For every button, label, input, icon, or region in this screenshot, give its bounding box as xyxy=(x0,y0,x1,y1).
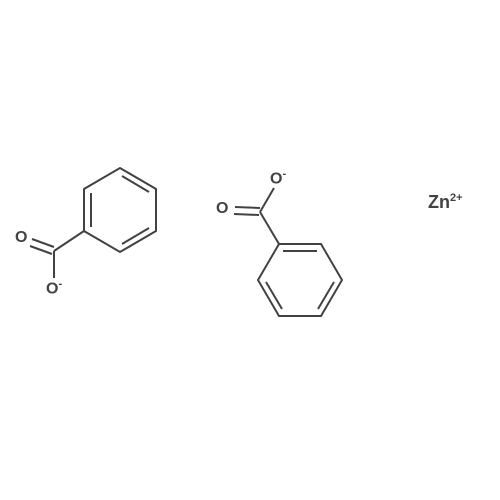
c-carboxyl-bond-2 xyxy=(260,212,279,244)
benzene-ring-1 xyxy=(84,168,156,252)
double-bond-2a xyxy=(318,282,334,309)
double-bond-2b xyxy=(266,282,282,309)
molecule-svg xyxy=(0,0,500,500)
chemical-structure-diagram: O O- O O- Zn2+ xyxy=(0,0,500,500)
benzoate-2 xyxy=(234,188,342,316)
benzoate-1 xyxy=(30,168,156,278)
double-bond-1a xyxy=(122,228,149,244)
oxygen-double-1: O xyxy=(15,229,27,247)
c-carboxyl-bond-1 xyxy=(54,231,84,251)
oxygen-minus-2: O- xyxy=(270,168,286,188)
benzene-ring-2 xyxy=(258,244,342,316)
oxygen-double-2: O xyxy=(216,200,228,218)
c-o-double-2b xyxy=(234,214,259,215)
c-o-double-2a xyxy=(235,207,260,208)
oxygen-minus-1: O- xyxy=(46,278,62,298)
c-o-single-2 xyxy=(260,188,274,212)
c-o-double-1a xyxy=(32,239,54,247)
c-o-double-1b xyxy=(30,246,52,254)
double-bond-1c xyxy=(122,176,149,192)
zinc-ion: Zn2+ xyxy=(428,192,463,213)
